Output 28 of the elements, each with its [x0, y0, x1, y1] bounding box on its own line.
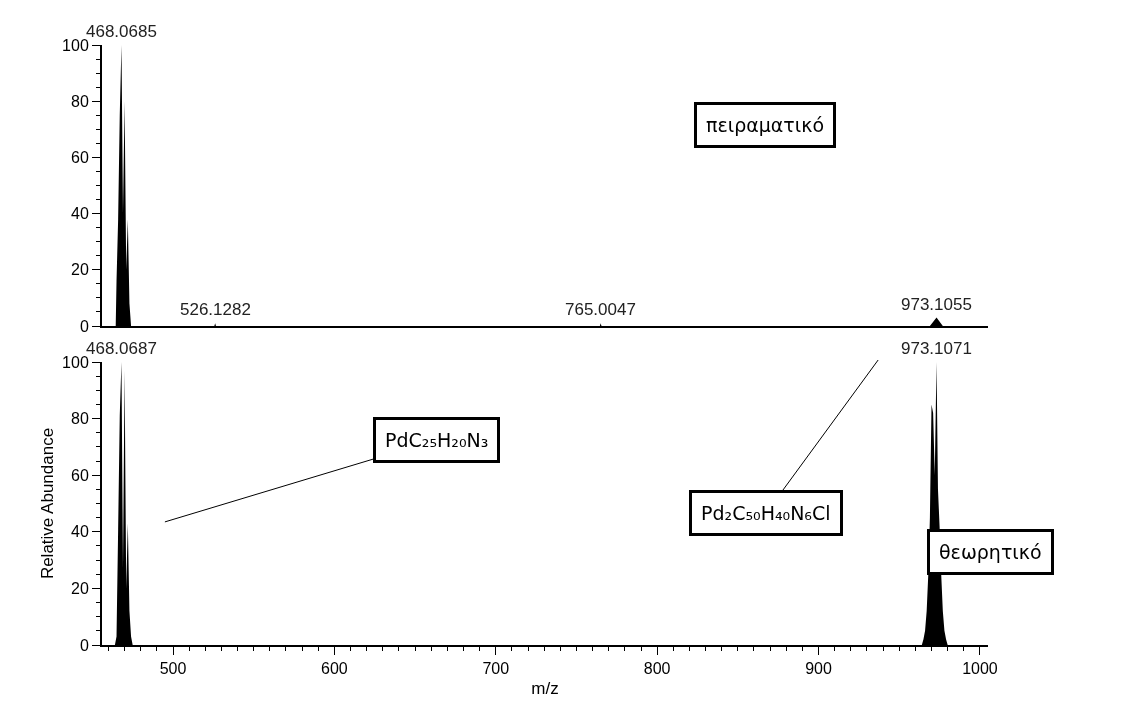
- annotation: πειραματικό: [706, 114, 825, 136]
- x-tick-label: 900: [805, 660, 832, 678]
- y-tick-label: 40: [71, 205, 89, 223]
- y-tick-label: 100: [62, 36, 89, 54]
- y-tick-label: 60: [71, 149, 89, 166]
- x-axis-title: m/z: [531, 679, 559, 699]
- y-axis-title: Relative Abundance: [38, 427, 58, 580]
- y-tick-label: 80: [71, 92, 89, 110]
- annotation: Pd₂C₅₀H₄₀N₆Cl: [701, 502, 831, 524]
- annotation: 765.0047: [565, 300, 636, 319]
- y-tick-label: 60: [71, 466, 89, 484]
- y-tick-label: 100: [62, 353, 89, 371]
- x-tick-label: 600: [321, 660, 348, 678]
- y-tick-label: 40: [71, 523, 89, 541]
- y-tick-label: 20: [71, 580, 89, 597]
- annotation: 973.1071: [901, 339, 972, 358]
- x-tick-label: 700: [482, 660, 510, 678]
- annotation: θεωρητικό: [939, 541, 1042, 563]
- annotation: 973.1055: [901, 295, 972, 314]
- y-tick-label: 0: [79, 317, 89, 335]
- annotation: PdC₂₅H₂₀N₃: [385, 429, 489, 451]
- x-tick-label: 1000: [962, 660, 998, 678]
- annotation: 526.1282: [180, 300, 251, 319]
- x-tick-label: 800: [643, 660, 671, 678]
- y-tick-label: 80: [71, 410, 89, 428]
- y-tick-label: 20: [71, 261, 89, 279]
- x-tick-label: 500: [159, 660, 187, 678]
- y-tick-label: 0: [79, 636, 89, 654]
